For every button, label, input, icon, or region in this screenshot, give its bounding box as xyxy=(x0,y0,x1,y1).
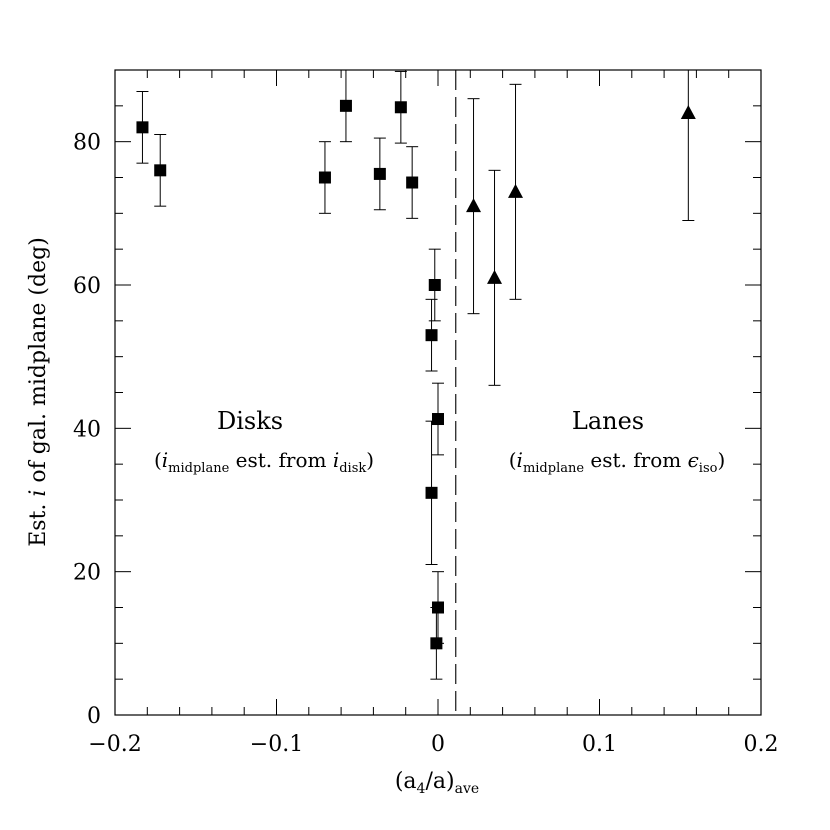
x-tick-label: 0.1 xyxy=(582,732,617,757)
paren: ) xyxy=(717,448,725,472)
lanes-subtitle: (imidplane est. from ϵiso) xyxy=(509,448,726,476)
square-marker xyxy=(136,121,149,134)
italic-i: i xyxy=(517,448,523,472)
paren: ( xyxy=(154,448,162,472)
x-tick-label: −0.2 xyxy=(88,732,141,757)
x-label-sub: ave xyxy=(455,781,480,797)
y-tick-label: 60 xyxy=(73,274,101,299)
x-tick-label: −0.1 xyxy=(250,732,303,757)
square-marker xyxy=(425,486,438,499)
y-label-part: of gal. midplane (deg) xyxy=(26,237,51,489)
axis-ticks xyxy=(114,69,762,716)
y-tick-label: 40 xyxy=(73,417,101,442)
x-tick-label: 0.2 xyxy=(744,732,779,757)
square-marker xyxy=(318,171,331,184)
subscript: iso xyxy=(699,461,718,476)
paren: ( xyxy=(509,448,517,472)
data-markers xyxy=(136,99,696,650)
square-marker xyxy=(428,279,441,291)
triangle-marker xyxy=(508,183,524,198)
triangle-marker xyxy=(466,198,482,213)
text: est. from xyxy=(229,448,333,472)
y-label-part: Est. xyxy=(26,497,51,547)
italic-i: i xyxy=(333,448,339,472)
square-marker xyxy=(339,99,352,112)
y-axis-label: Est. i of gal. midplane (deg) xyxy=(26,237,51,547)
square-marker xyxy=(432,601,444,614)
square-marker xyxy=(430,637,443,650)
y-tick-label: 20 xyxy=(73,561,101,586)
subscript: midplane xyxy=(168,461,229,476)
y-tick-labels: 0 20 40 60 80 xyxy=(73,131,101,729)
square-marker xyxy=(406,176,419,189)
text: est. from xyxy=(584,448,688,472)
y-tick-label: 80 xyxy=(73,131,101,156)
disks-title: Disks xyxy=(217,407,283,435)
error-bars xyxy=(136,69,695,680)
square-marker xyxy=(373,167,386,180)
x-tick-label: 0 xyxy=(431,732,445,757)
x-label-mid: /a) xyxy=(425,769,454,794)
triangle-marker xyxy=(487,269,503,284)
lanes-title: Lanes xyxy=(572,407,644,435)
x-tick-labels: −0.2 −0.1 0 0.1 0.2 xyxy=(88,732,778,757)
x-label-main: (a xyxy=(395,769,417,794)
y-label-italic: i xyxy=(26,490,51,497)
disks-subtitle: (imidplane est. from idisk) xyxy=(154,448,374,476)
italic-i: i xyxy=(162,448,168,472)
y-tick-label: 0 xyxy=(87,704,101,729)
square-marker xyxy=(154,164,167,177)
x-axis-label: (a4/a)ave xyxy=(395,769,479,797)
x-label-sub: 4 xyxy=(417,781,426,797)
square-marker xyxy=(425,329,438,342)
square-marker xyxy=(432,413,444,426)
subscript: midplane xyxy=(523,461,584,476)
paren: ) xyxy=(366,448,374,472)
square-marker xyxy=(394,101,407,114)
epsilon: ϵ xyxy=(688,448,699,472)
triangle-marker xyxy=(680,105,696,119)
subscript: disk xyxy=(339,461,366,476)
